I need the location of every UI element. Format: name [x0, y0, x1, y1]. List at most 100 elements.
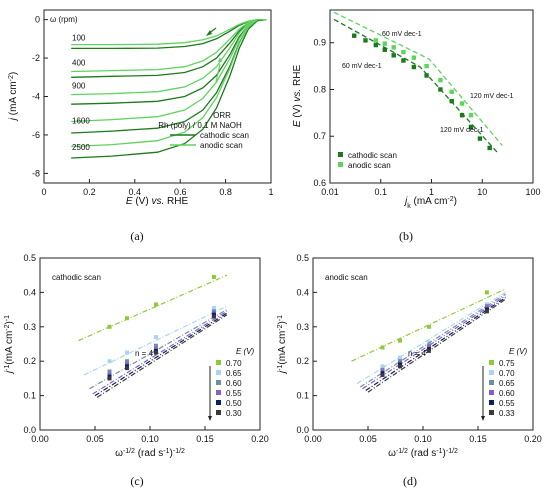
a-xtick-label: 0.2	[83, 187, 96, 197]
c-n-label: n = 4	[135, 349, 154, 358]
b-point-anodic	[382, 41, 387, 46]
b-point-anodic	[459, 101, 465, 106]
c-legend-label: 0.60	[226, 379, 242, 388]
d-point-0.75	[380, 345, 385, 350]
c-point-0.70	[153, 302, 158, 307]
d-point-0.33	[484, 309, 489, 314]
c-fit-line-0.55	[92, 310, 228, 395]
d-legend-label: 0.55	[499, 399, 515, 408]
b-legend-swatch	[338, 162, 343, 167]
b-point-cathodic	[468, 124, 474, 130]
c-yaxis-label-part-5: -1	[4, 315, 11, 321]
a-xtick-label: 0.6	[174, 187, 187, 197]
a-anodic-arrow	[215, 63, 221, 83]
a-rpm-label: 1600	[72, 116, 90, 125]
d-annotation: anodic scan	[325, 273, 368, 282]
a-ytick-label: 0	[35, 15, 40, 25]
d-point-0.75	[398, 338, 403, 343]
a-series-2500-anodic	[71, 18, 267, 148]
d-legend-swatch	[489, 370, 494, 375]
a-cathodic-arrowhead	[206, 30, 212, 36]
b-point-cathodic	[487, 145, 492, 151]
d-point-0.75	[484, 290, 489, 295]
d-n-label: n = 4	[408, 349, 427, 358]
a-xaxis-label-part-1: (V)	[133, 196, 152, 207]
d-xaxis-label-part-5: -1/2	[446, 448, 458, 455]
d-ytick-label: 0.1	[296, 391, 309, 401]
c-xtick-label: 0.00	[31, 434, 49, 444]
a-yaxis-label-part-0: j	[8, 117, 19, 122]
d-point-0.70	[380, 364, 385, 369]
b-yaxis-label-part-3: RHE	[292, 65, 303, 89]
c-yaxis-label: j-1(mA cm-2)-1	[4, 315, 16, 375]
c-legend-swatch	[216, 410, 221, 415]
b-annotation: 120 mV dec-1	[440, 127, 484, 134]
d-fit-line-0.55	[365, 297, 506, 391]
d-point-0.75	[426, 324, 431, 329]
b-legend-label: anodic scan	[348, 161, 391, 170]
b-xtick-label: 10	[477, 187, 487, 197]
c-point-0.65	[211, 305, 216, 310]
d-point-0.33	[398, 364, 403, 369]
a-ytick-label: -2	[32, 53, 40, 63]
c-fit-line-0.30	[96, 314, 228, 398]
c-xaxis-label-part-5: -1/2	[173, 448, 185, 455]
c-legend-swatch	[216, 390, 221, 395]
a-rpm-label: 900	[72, 82, 86, 91]
c-yaxis-label-part-3: -2	[4, 324, 11, 330]
c-point-0.70	[125, 316, 130, 321]
d-point-0.70	[398, 355, 403, 360]
d-xtick-label: 0.10	[414, 434, 432, 444]
b-point-cathodic	[352, 33, 357, 38]
d-point-0.33	[380, 372, 385, 377]
b-xtick-label: 0.01	[321, 187, 339, 197]
c-xtick-label: 0.10	[141, 434, 159, 444]
d-xtick-label: 0.05	[359, 434, 377, 444]
b-point-cathodic	[373, 42, 379, 48]
d-fit-line-0.60	[362, 295, 506, 390]
d-xaxis-label-part-4: )	[443, 448, 446, 459]
b-point-cathodic	[459, 113, 465, 118]
b-point-cathodic	[391, 53, 396, 58]
b-point-anodic	[424, 63, 429, 69]
c-legend-swatch	[216, 380, 221, 385]
c-point-0.60	[107, 369, 112, 374]
b-annotation: 60 mV dec-1	[342, 63, 382, 70]
c-point-0.30	[211, 314, 216, 319]
b-point-anodic	[438, 77, 443, 83]
c-ytick-label: 0.2	[23, 356, 36, 366]
b-point-anodic	[391, 45, 396, 50]
b-point-cathodic	[411, 64, 417, 70]
b-legend-label: cathodic scan	[348, 151, 397, 160]
b-point-cathodic	[382, 47, 387, 52]
c-ytick-label: 0.0	[23, 425, 36, 435]
c-legend-label: 0.65	[226, 369, 242, 378]
a-rpm-label: 100	[72, 34, 86, 43]
c-fit-line-0.60	[89, 309, 228, 390]
b-point-anodic	[411, 55, 417, 60]
c-point-0.60	[153, 343, 158, 348]
c-ytick-label: 0.5	[23, 253, 36, 263]
panel-a-ivr-curves: 0 0.2 0.4 0.6 0.8 1 0 -2 -4 -6 -8 ω (rpm) 100 400 900 1…	[8, 9, 274, 207]
a-ytick-label: -8	[32, 168, 40, 178]
c-xaxis-label-part-4: )	[170, 448, 173, 459]
b-point-cathodic	[438, 87, 443, 92]
a-rpm-label: 2500	[72, 143, 90, 152]
b-legend-swatch	[338, 152, 343, 157]
d-point-0.70	[426, 340, 431, 345]
a-series-2500-cathodic	[71, 18, 267, 159]
c-xaxis-label-part-1: -1/2	[123, 448, 135, 455]
d-legend-label: 0.33	[499, 409, 515, 418]
d-fit-line-0.70	[356, 291, 506, 385]
a-xtick-label: 0	[41, 187, 46, 197]
a-ytick-label: -4	[32, 92, 40, 102]
d-xtick-label: 0.20	[524, 434, 542, 444]
a-series-100-anodic	[71, 18, 267, 46]
c-legend-swatch	[216, 360, 221, 365]
b-point-cathodic	[363, 38, 368, 43]
panel-label-b: (b)	[399, 229, 413, 243]
panel-label-d: (d)	[403, 474, 417, 488]
c-fit-line-0.65	[83, 305, 228, 376]
d-xaxis-label: ω-1/2 (rad s-1)-1/2	[388, 448, 458, 460]
